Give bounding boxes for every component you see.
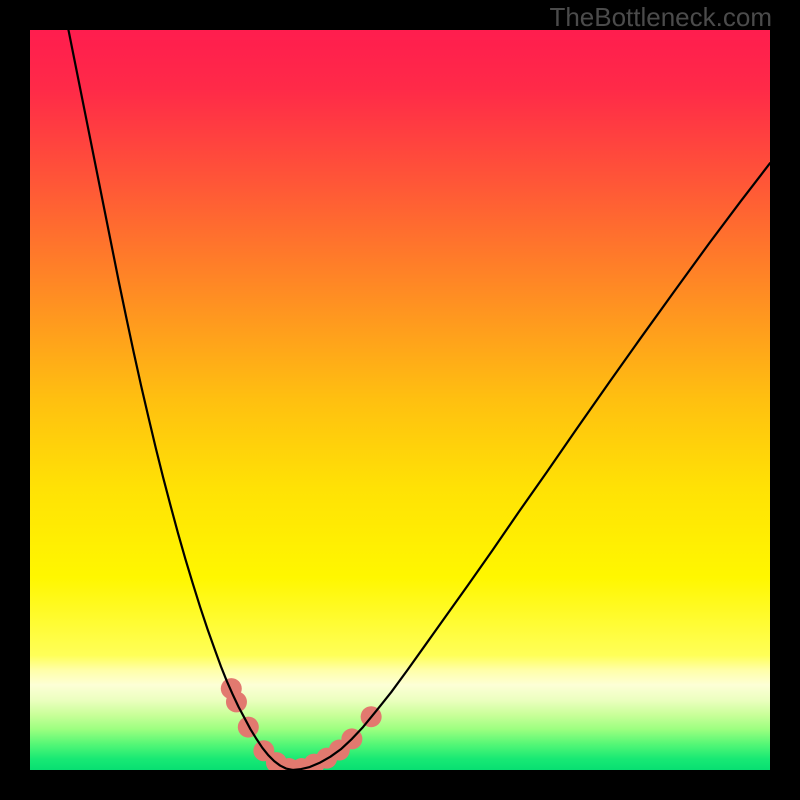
marker-group [221,678,382,779]
left-curve [68,30,292,770]
right-curve [293,163,770,770]
chart-svg [0,0,800,800]
chart-outer: TheBottleneck.com [0,0,800,800]
watermark-text: TheBottleneck.com [549,2,772,33]
